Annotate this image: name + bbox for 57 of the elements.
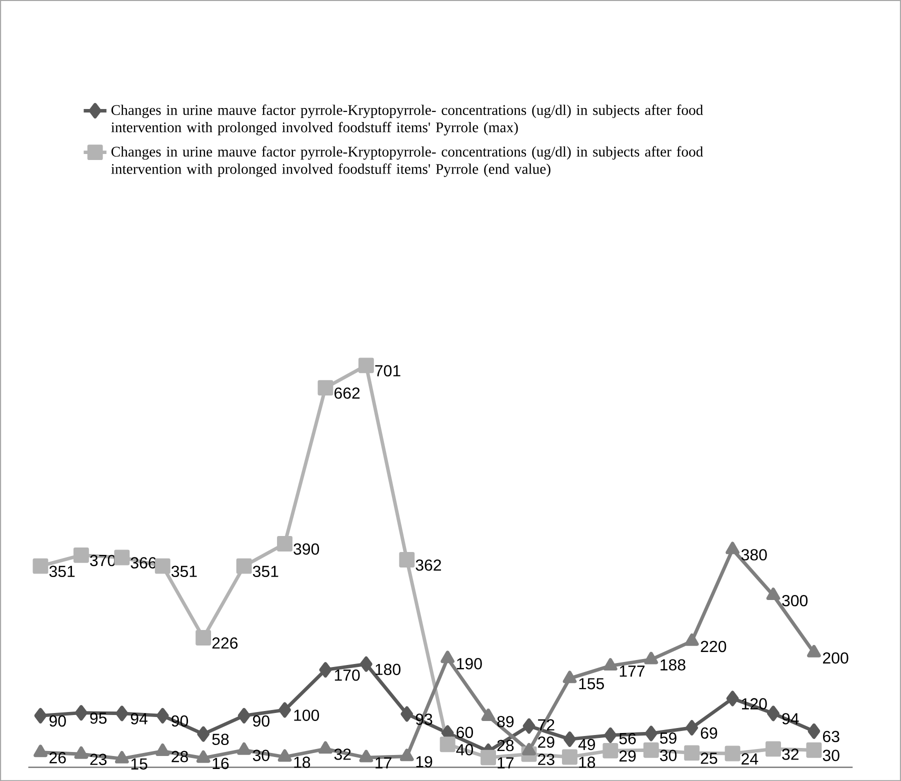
data-label: 59	[660, 732, 676, 744]
data-label: 28	[172, 750, 188, 762]
data-label: 17	[376, 757, 392, 768]
data-label: 177	[620, 666, 645, 677]
data-label: 100	[294, 710, 320, 721]
data-label: 18	[294, 756, 310, 768]
data-label: 17	[498, 757, 514, 768]
data-label: 28	[497, 740, 514, 752]
data-label: 56	[619, 732, 636, 744]
data-label: 662	[334, 387, 360, 399]
data-label: 23	[90, 754, 107, 766]
data-label: 26	[50, 752, 66, 764]
data-label: 95	[90, 712, 107, 724]
data-label: 72	[538, 719, 554, 730]
data-label: 16	[212, 758, 229, 770]
data-label: 90	[50, 715, 66, 727]
data-label: 69	[700, 727, 718, 739]
data-label: 220	[700, 640, 726, 652]
data-label: 90	[253, 715, 270, 727]
data-label: 19	[416, 756, 432, 768]
data-label: 190	[457, 658, 482, 670]
data-label: 23	[538, 754, 554, 766]
data-label: 170	[334, 669, 360, 681]
legend-label: Changes in urine mauve factor pyrrole-Kryptopyrrole- concentrations (ug/dl) in subjects after food intervention with prolonged involved foodstuff items' Pyrrole (end value)	[111, 146, 704, 177]
data-label: 390	[294, 543, 320, 555]
data-label: 380	[741, 549, 767, 560]
data-label: 701	[375, 365, 400, 376]
data-label: 30	[252, 750, 270, 762]
legend-label: Changes in urine mauve factor pyrrole-Kryptopyrrole- concentrations (ug/dl) in subjects after food intervention with prolonged involved foodstuff items' Pyrrole (max)	[111, 104, 704, 136]
data-label: 32	[782, 748, 798, 760]
data-label: 63	[823, 730, 840, 742]
data-label: 24	[742, 753, 758, 764]
data-label: 60	[456, 726, 473, 738]
data-label: 155	[579, 678, 604, 690]
data-label: 89	[497, 716, 514, 728]
data-label: 40	[456, 744, 473, 756]
data-label: 351	[252, 566, 278, 577]
data-label: 366	[130, 557, 156, 568]
data-label: 29	[619, 750, 636, 762]
data-label: 58	[212, 734, 229, 745]
data-label: 226	[212, 637, 238, 649]
data-label: 15	[131, 758, 148, 770]
data-label: 30	[822, 750, 840, 762]
data-label: 32	[334, 748, 351, 760]
data-label: 30	[660, 750, 677, 762]
data-label: 362	[416, 559, 441, 571]
data-label: 18	[579, 756, 596, 768]
data-label: 49	[578, 738, 595, 750]
data-label: 25	[700, 752, 718, 764]
data-label: 180	[376, 664, 400, 676]
data-label: 351	[49, 566, 75, 577]
data-label: 94	[130, 713, 148, 724]
data-label: 188	[660, 659, 686, 670]
data-label: 300	[782, 594, 808, 606]
data-label: 351	[171, 566, 197, 577]
data-label: 29	[538, 736, 554, 748]
data-label: 200	[823, 652, 848, 664]
